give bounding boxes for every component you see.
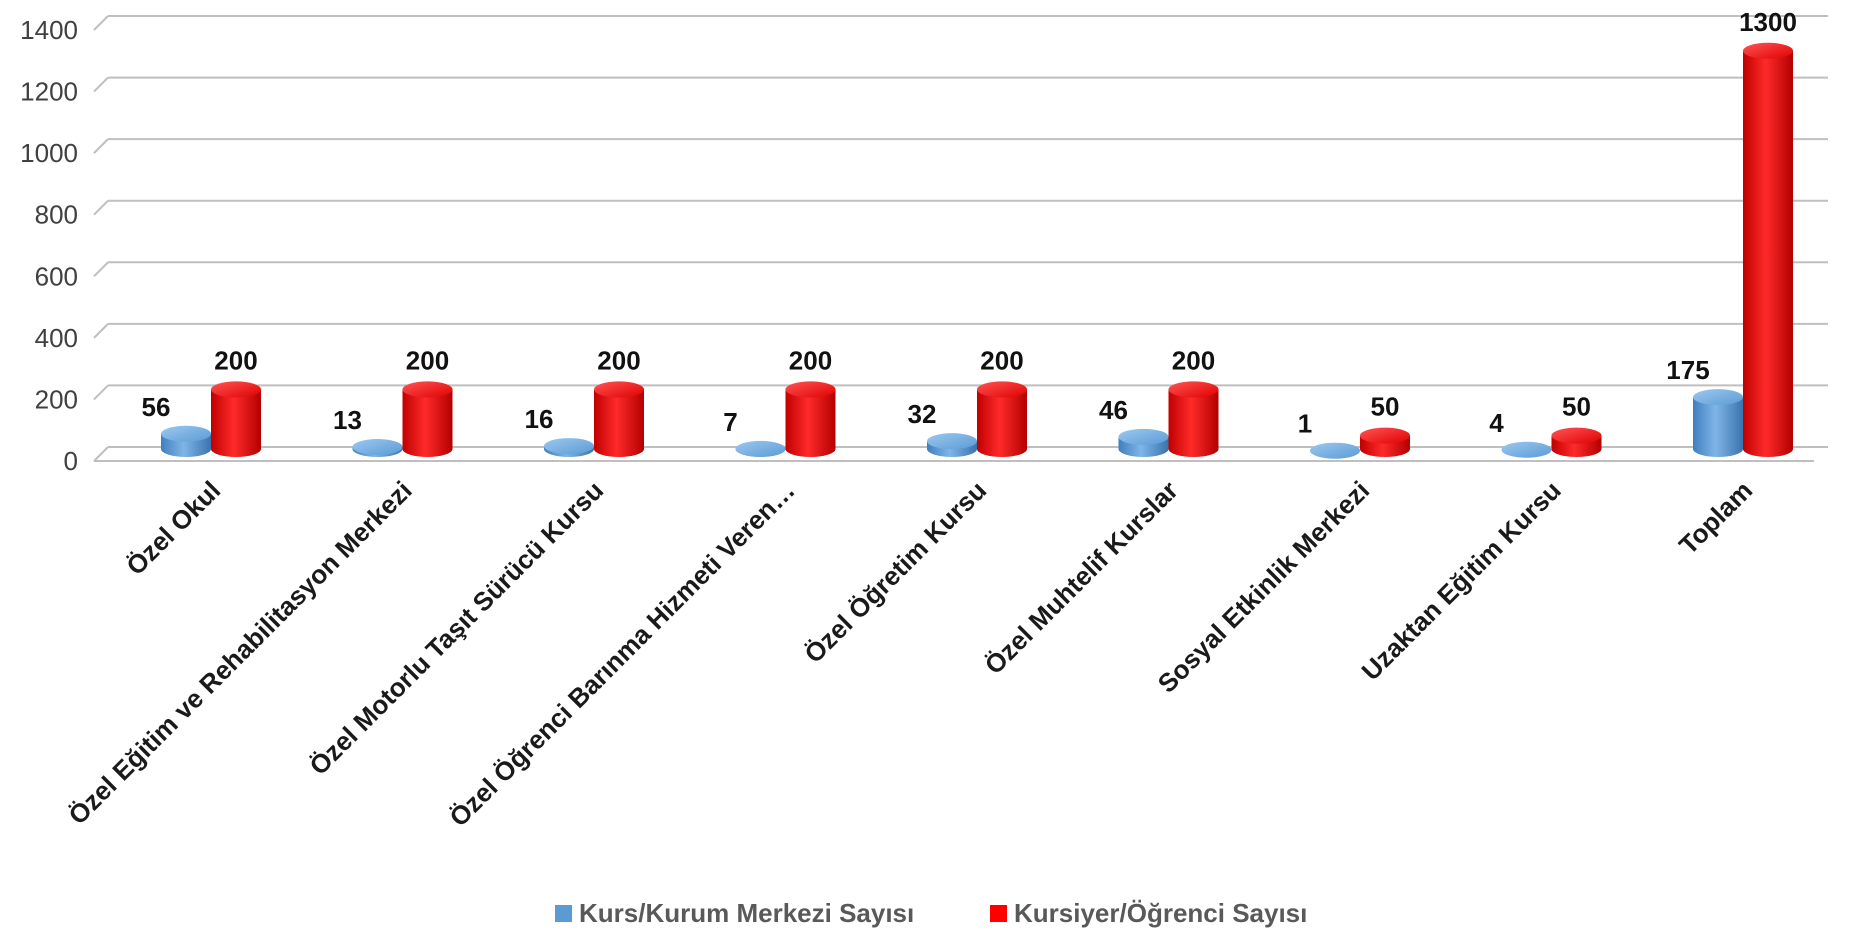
x-tick-label: Özel Öğretim Kursu [798, 475, 992, 669]
x-tick-label: Özel Öğrenci Barınma Hizmeti Veren… [443, 475, 800, 832]
bar-top [1501, 441, 1552, 458]
bar-kursiyer-ogrenci [211, 389, 261, 457]
gridline-depth [93, 200, 109, 216]
bar-top [1551, 427, 1602, 444]
gridline-depth [93, 138, 109, 154]
bar-top [544, 438, 594, 455]
bar-top [977, 381, 1027, 398]
bar-kurs-kurum [1693, 397, 1743, 457]
gridline-depth [93, 446, 109, 462]
y-tick-label: 0 [64, 446, 78, 476]
y-tick-label: 800 [35, 200, 78, 230]
bar-top [1693, 389, 1743, 406]
data-label: 7 [723, 407, 737, 437]
data-label: 1 [1298, 409, 1312, 439]
data-label: 175 [1666, 355, 1709, 385]
legend-label: Kurs/Kurum Merkezi Sayısı [579, 898, 914, 928]
bar-kursiyer-ogrenci [402, 389, 453, 457]
y-tick-label: 1400 [20, 15, 78, 45]
bar-top [211, 381, 261, 398]
bar-top [735, 440, 786, 457]
legend-label: Kursiyer/Öğrenci Sayısı [1014, 898, 1307, 928]
bar-kursiyer-ogrenci [785, 389, 836, 457]
gridline-depth [93, 323, 109, 339]
x-tick-label: Özel Eğitim ve Rehabilitasyon Merkezi [62, 475, 417, 830]
data-label: 200 [980, 345, 1023, 375]
data-label: 13 [333, 405, 362, 435]
x-tick-label: Uzaktan Eğitim Kursu [1356, 475, 1567, 686]
y-tick-label: 1000 [20, 138, 78, 168]
data-label: 56 [142, 392, 171, 422]
gridline-depth [93, 15, 109, 31]
bar-kursiyer-ogrenci [977, 389, 1027, 457]
x-tick-label: Toplam [1673, 475, 1758, 560]
data-label: 46 [1099, 395, 1128, 425]
bar-top [1743, 42, 1793, 59]
data-label: 200 [789, 345, 832, 375]
bar-kursiyer-ogrenci [1168, 389, 1219, 457]
bar-top [161, 425, 211, 442]
bar-top [785, 381, 836, 398]
y-tick-label: 400 [35, 323, 78, 353]
bar-top [1360, 427, 1410, 444]
bar-top [402, 381, 453, 398]
data-label: 50 [1371, 392, 1400, 422]
data-label: 50 [1562, 392, 1591, 422]
gridline-depth [93, 76, 109, 93]
data-label: 200 [214, 345, 257, 375]
data-label: 200 [406, 345, 449, 375]
bar-top [1310, 442, 1360, 459]
legend-swatch [990, 905, 1007, 922]
gridline-depth [93, 261, 109, 277]
bar-top [1118, 428, 1169, 445]
y-tick-label: 600 [35, 261, 78, 291]
data-label: 1300 [1739, 7, 1797, 37]
y-tick-label: 200 [35, 384, 78, 414]
data-label: 4 [1489, 408, 1504, 438]
legend-swatch [555, 905, 572, 922]
bar-top [352, 438, 403, 455]
data-label: 16 [525, 404, 554, 434]
gridline-depth [93, 384, 109, 401]
bar-top [927, 433, 977, 450]
y-tick-label: 1200 [20, 77, 78, 107]
bar-top [1168, 381, 1219, 398]
x-tick-label: Sosyal Etkinlik Merkezi [1152, 475, 1376, 699]
data-label: 200 [597, 345, 640, 375]
x-tick-label: Özel Muhtelif Kurslar [979, 475, 1184, 680]
x-tick-label: Özel Okul [120, 475, 226, 581]
data-label: 32 [908, 399, 937, 429]
data-label: 200 [1172, 345, 1215, 375]
bar-kursiyer-ogrenci [1743, 50, 1793, 458]
bar-top [594, 381, 644, 398]
bar-kursiyer-ogrenci [594, 389, 644, 457]
